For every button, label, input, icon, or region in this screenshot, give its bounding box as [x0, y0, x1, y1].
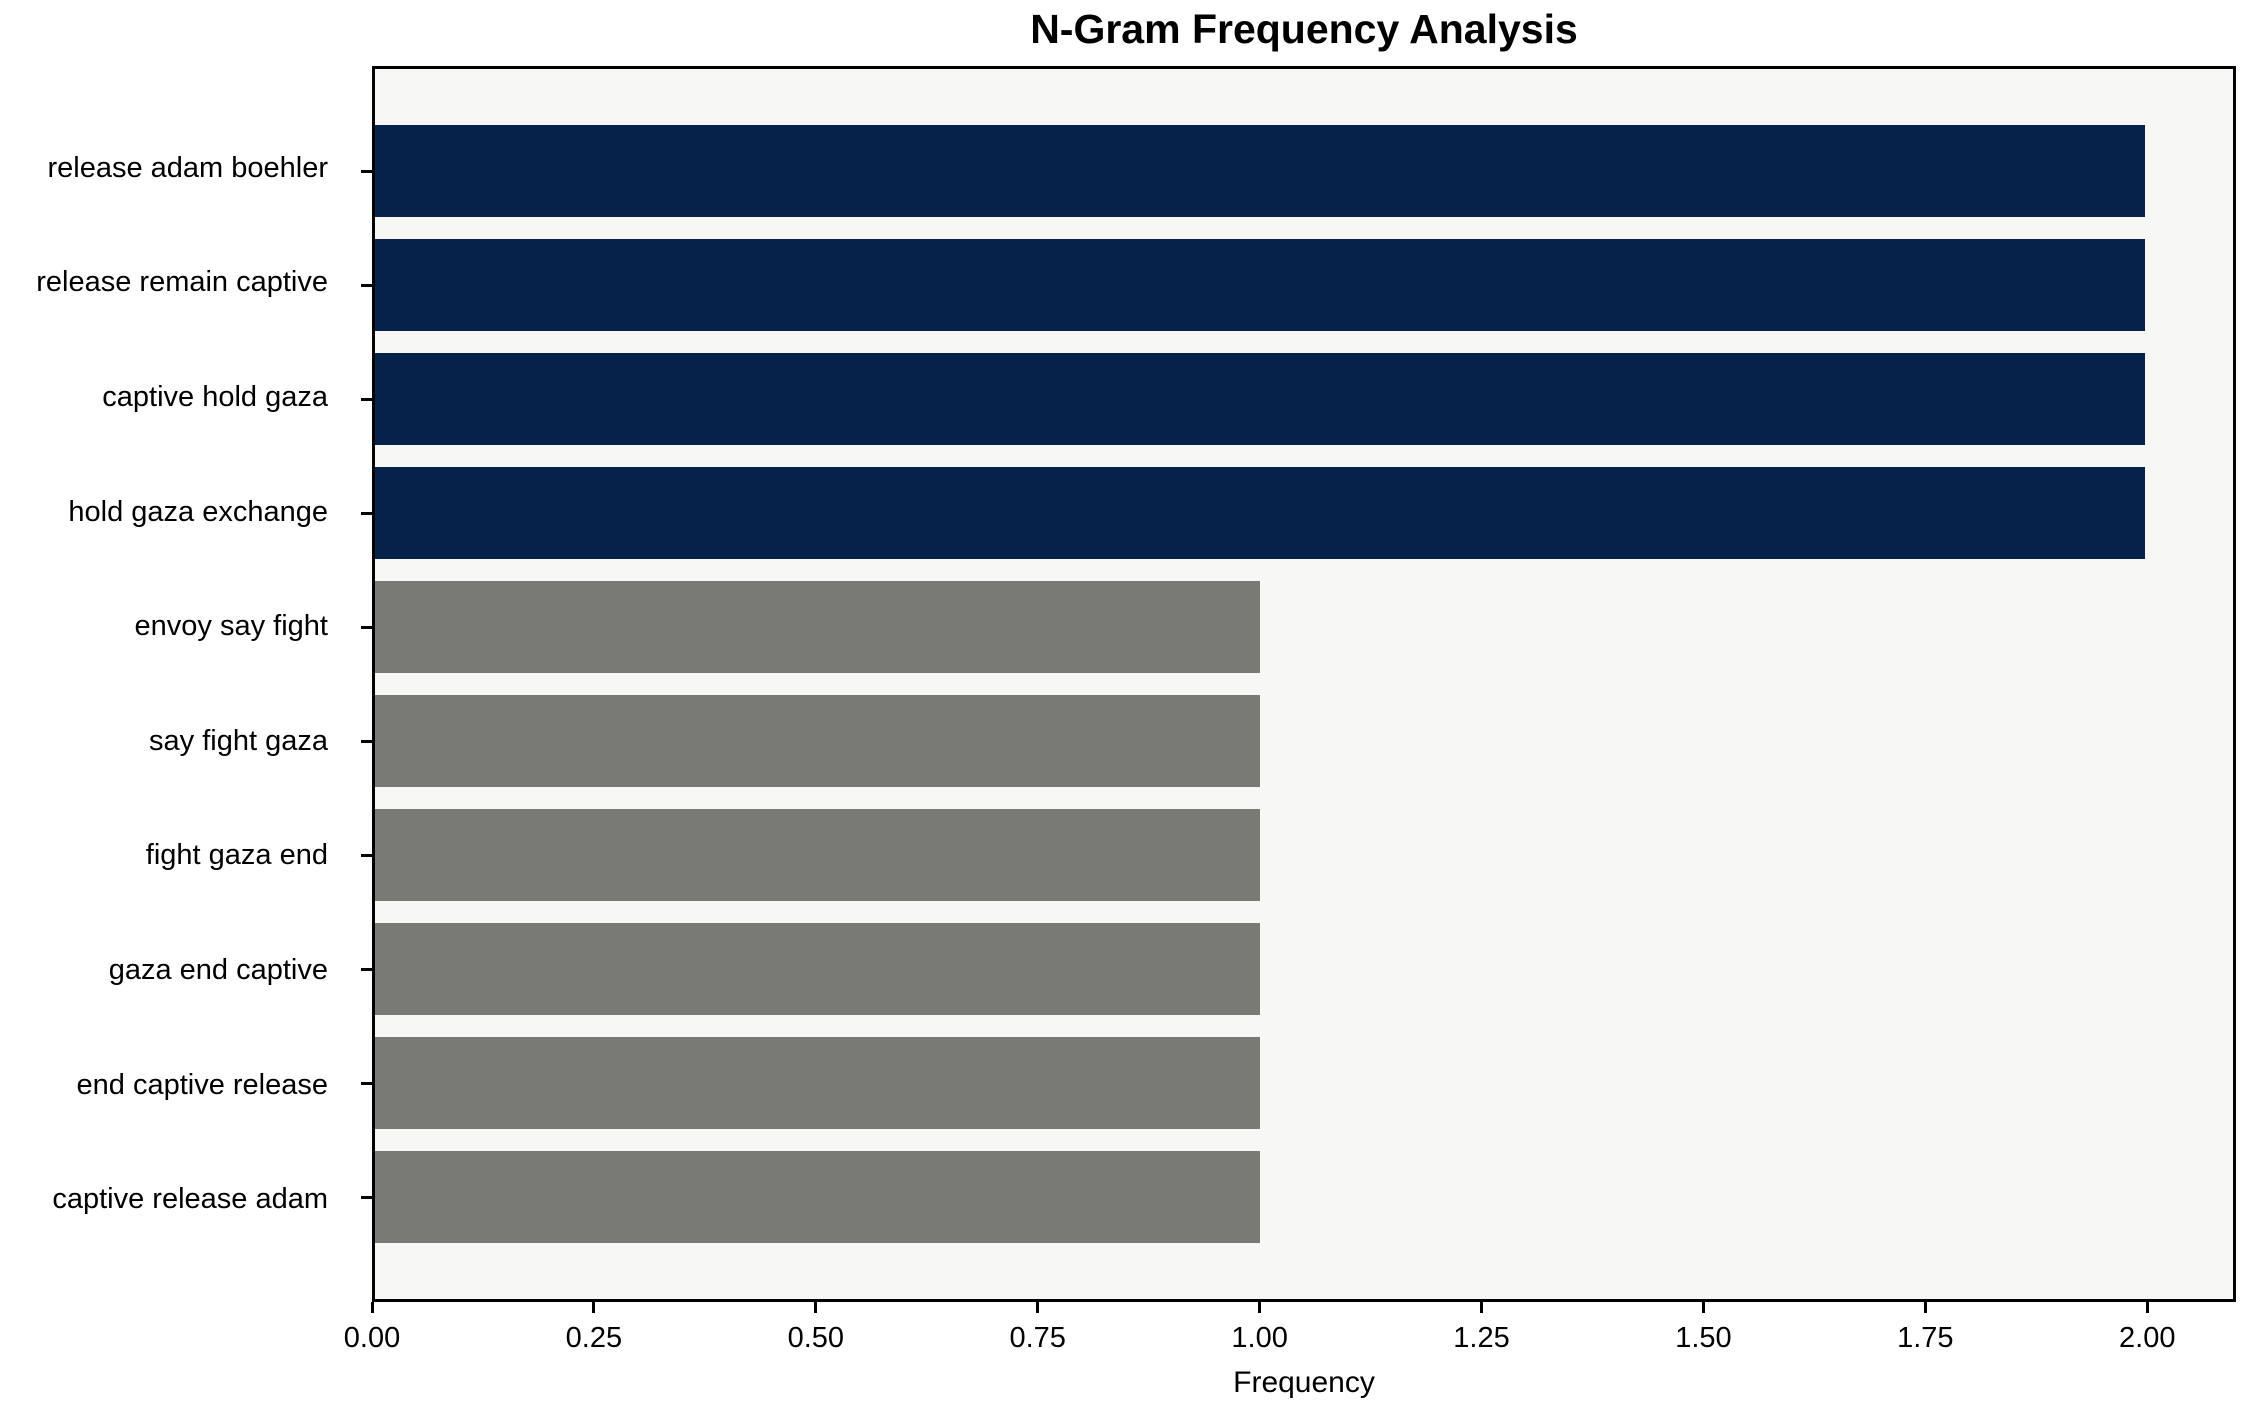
bar-row: [361, 456, 2233, 570]
bar-row: [361, 342, 2233, 456]
y-tick-mark: [361, 169, 372, 173]
y-tick-mark: [361, 1195, 372, 1199]
x-tick-mark: [1923, 1302, 1927, 1313]
y-tick-mark: [361, 739, 372, 743]
y-tick-label: release remain captive: [36, 266, 328, 299]
x-tick-mark: [814, 1302, 818, 1313]
x-tick-label: 0.50: [787, 1322, 845, 1354]
bar-row: [361, 228, 2233, 342]
chart-title: N-Gram Frequency Analysis: [1030, 6, 1578, 52]
bar-row: [361, 684, 2233, 798]
x-tick-label: 0.00: [343, 1322, 401, 1354]
x-tick-mark: [1701, 1302, 1705, 1313]
bar: [375, 1151, 1260, 1243]
bar-row: [361, 114, 2233, 228]
x-axis-title: Frequency: [1233, 1366, 1375, 1399]
y-tick-label: fight gaza end: [145, 839, 328, 872]
bar: [375, 923, 1260, 1015]
x-tick-label: 1.00: [1231, 1322, 1288, 1354]
x-tick-mark: [2145, 1302, 2149, 1313]
bar-row: [361, 912, 2233, 1026]
x-tick-label: 1.25: [1453, 1322, 1510, 1354]
bar: [375, 239, 2145, 331]
bar: [375, 467, 2145, 559]
bar: [375, 1037, 1260, 1129]
x-axis: 0.00 0.25 0.50 0.75 1.00 1.25 1.50 1.75 2.00 Fre…: [344, 1302, 2236, 1414]
y-tick-label: gaza end captive: [108, 953, 328, 986]
plot-area: [361, 66, 2236, 1302]
y-tick-mark: [361, 967, 372, 971]
y-tick-mark: [361, 625, 372, 629]
x-tick-label: 2.00: [2119, 1322, 2176, 1354]
y-tick-label: captive release adam: [52, 1183, 328, 1216]
y-tick-label: captive hold gaza: [102, 380, 328, 413]
x-tick-mark: [1258, 1302, 1262, 1313]
bar-row: [361, 570, 2233, 684]
y-axis-labels: release adam boehler release remain capti…: [0, 66, 352, 1302]
bar: [375, 581, 1260, 673]
x-tick-mark: [370, 1302, 374, 1313]
bar: [375, 695, 1260, 787]
x-tick-mark: [1480, 1302, 1484, 1313]
y-tick-mark: [361, 397, 372, 401]
x-tick-mark: [1036, 1302, 1040, 1313]
x-tick-label: 0.75: [1009, 1322, 1066, 1354]
y-tick-mark: [361, 283, 372, 287]
bar: [375, 809, 1260, 901]
bar: [375, 125, 2145, 217]
y-tick-label: hold gaza exchange: [68, 495, 328, 528]
y-tick-label: envoy say fight: [134, 610, 328, 643]
y-tick-mark: [361, 511, 372, 515]
y-tick-mark: [361, 853, 372, 857]
y-tick-label: say fight gaza: [149, 724, 328, 757]
y-tick-label: release adam boehler: [47, 151, 328, 184]
x-tick-label: 1.50: [1675, 1322, 1732, 1354]
bar: [375, 353, 2145, 445]
bar-row: [361, 798, 2233, 912]
x-tick-label: 1.75: [1897, 1322, 1954, 1354]
y-tick-label: end captive release: [76, 1068, 329, 1101]
bar-rows: [361, 69, 2233, 1299]
y-tick-mark: [361, 1081, 372, 1085]
x-tick-label: 0.25: [565, 1322, 623, 1354]
x-tick-mark: [592, 1302, 596, 1313]
bar-row: [361, 1026, 2233, 1140]
bar-row: [361, 1140, 2233, 1254]
